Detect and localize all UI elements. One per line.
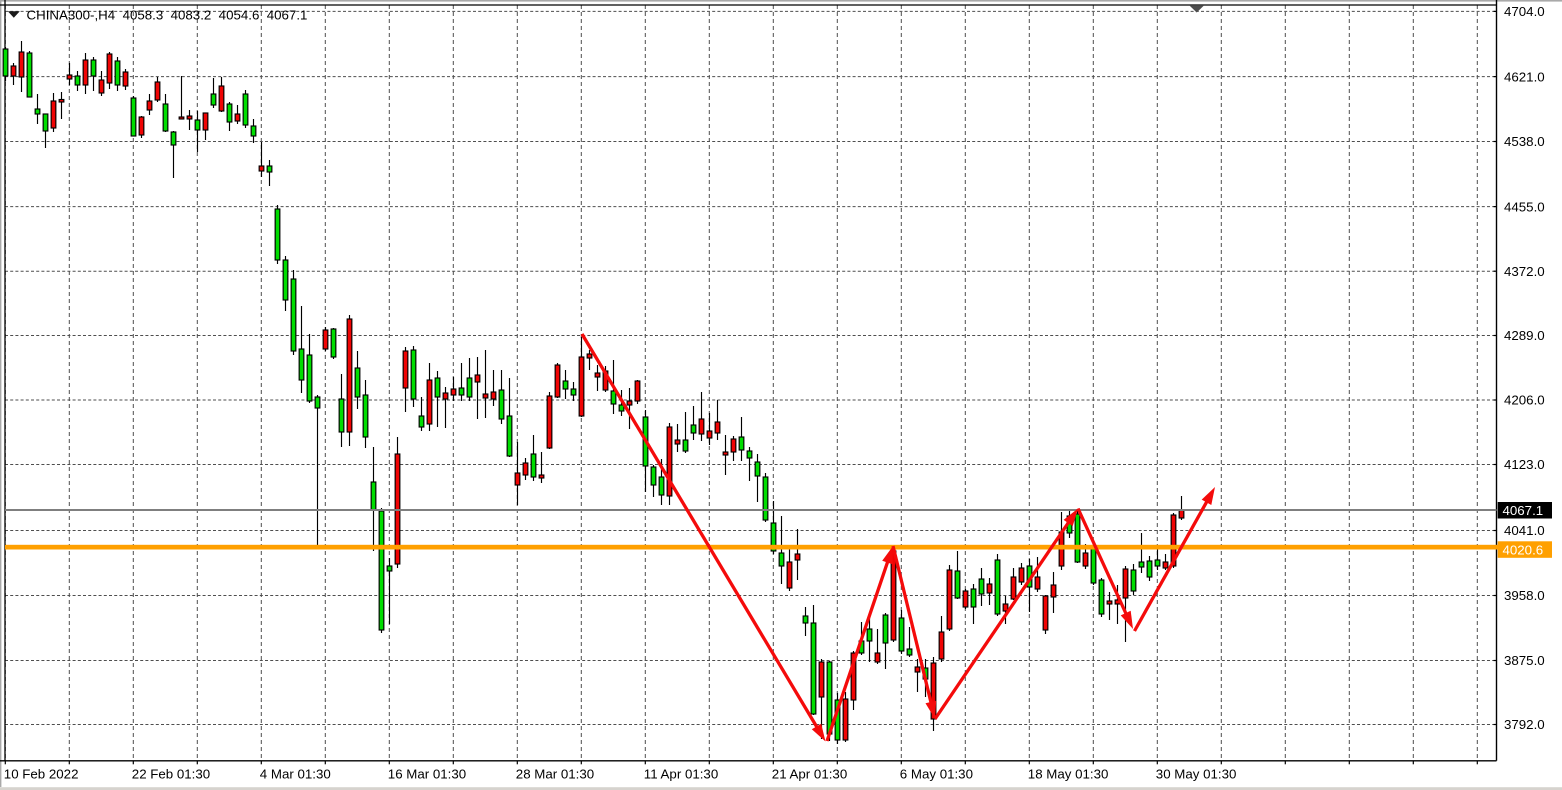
svg-text:3875.0: 3875.0 [1504, 653, 1545, 668]
svg-text:4123.0: 4123.0 [1504, 457, 1545, 472]
svg-text:4455.0: 4455.0 [1504, 199, 1545, 214]
svg-text:6 May 01:30: 6 May 01:30 [900, 766, 973, 781]
svg-text:28 Mar 01:30: 28 Mar 01:30 [516, 766, 594, 781]
svg-text:21 Apr 01:30: 21 Apr 01:30 [772, 766, 847, 781]
svg-text:CHINA300-,H4 4058.3 4083.2: CHINA300-,H4 4058.3 4083.2 4054.6 4067.1 [27, 8, 308, 23]
svg-text:30 May 01:30: 30 May 01:30 [1156, 766, 1237, 781]
svg-text:11 Apr 01:30: 11 Apr 01:30 [644, 766, 718, 781]
svg-text:4372.0: 4372.0 [1504, 264, 1545, 279]
svg-text:3792.0: 3792.0 [1504, 717, 1545, 732]
svg-text:22 Feb 01:30: 22 Feb 01:30 [132, 766, 210, 781]
svg-text:10 Feb 2022: 10 Feb 2022 [4, 766, 79, 781]
svg-text:3958.0: 3958.0 [1504, 588, 1545, 603]
svg-text:18 May 01:30: 18 May 01:30 [1028, 766, 1109, 781]
svg-text:4289.0: 4289.0 [1504, 328, 1545, 343]
svg-text:4621.0: 4621.0 [1504, 69, 1545, 84]
svg-text:4020.6: 4020.6 [1503, 542, 1544, 557]
svg-text:4206.0: 4206.0 [1504, 393, 1545, 408]
svg-text:4 Mar 01:30: 4 Mar 01:30 [260, 766, 331, 781]
svg-text:4067.1: 4067.1 [1503, 503, 1544, 518]
svg-text:4704.0: 4704.0 [1504, 4, 1545, 19]
svg-text:16 Mar 01:30: 16 Mar 01:30 [388, 766, 466, 781]
svg-text:4041.0: 4041.0 [1504, 523, 1545, 538]
svg-text:4538.0: 4538.0 [1504, 134, 1545, 149]
